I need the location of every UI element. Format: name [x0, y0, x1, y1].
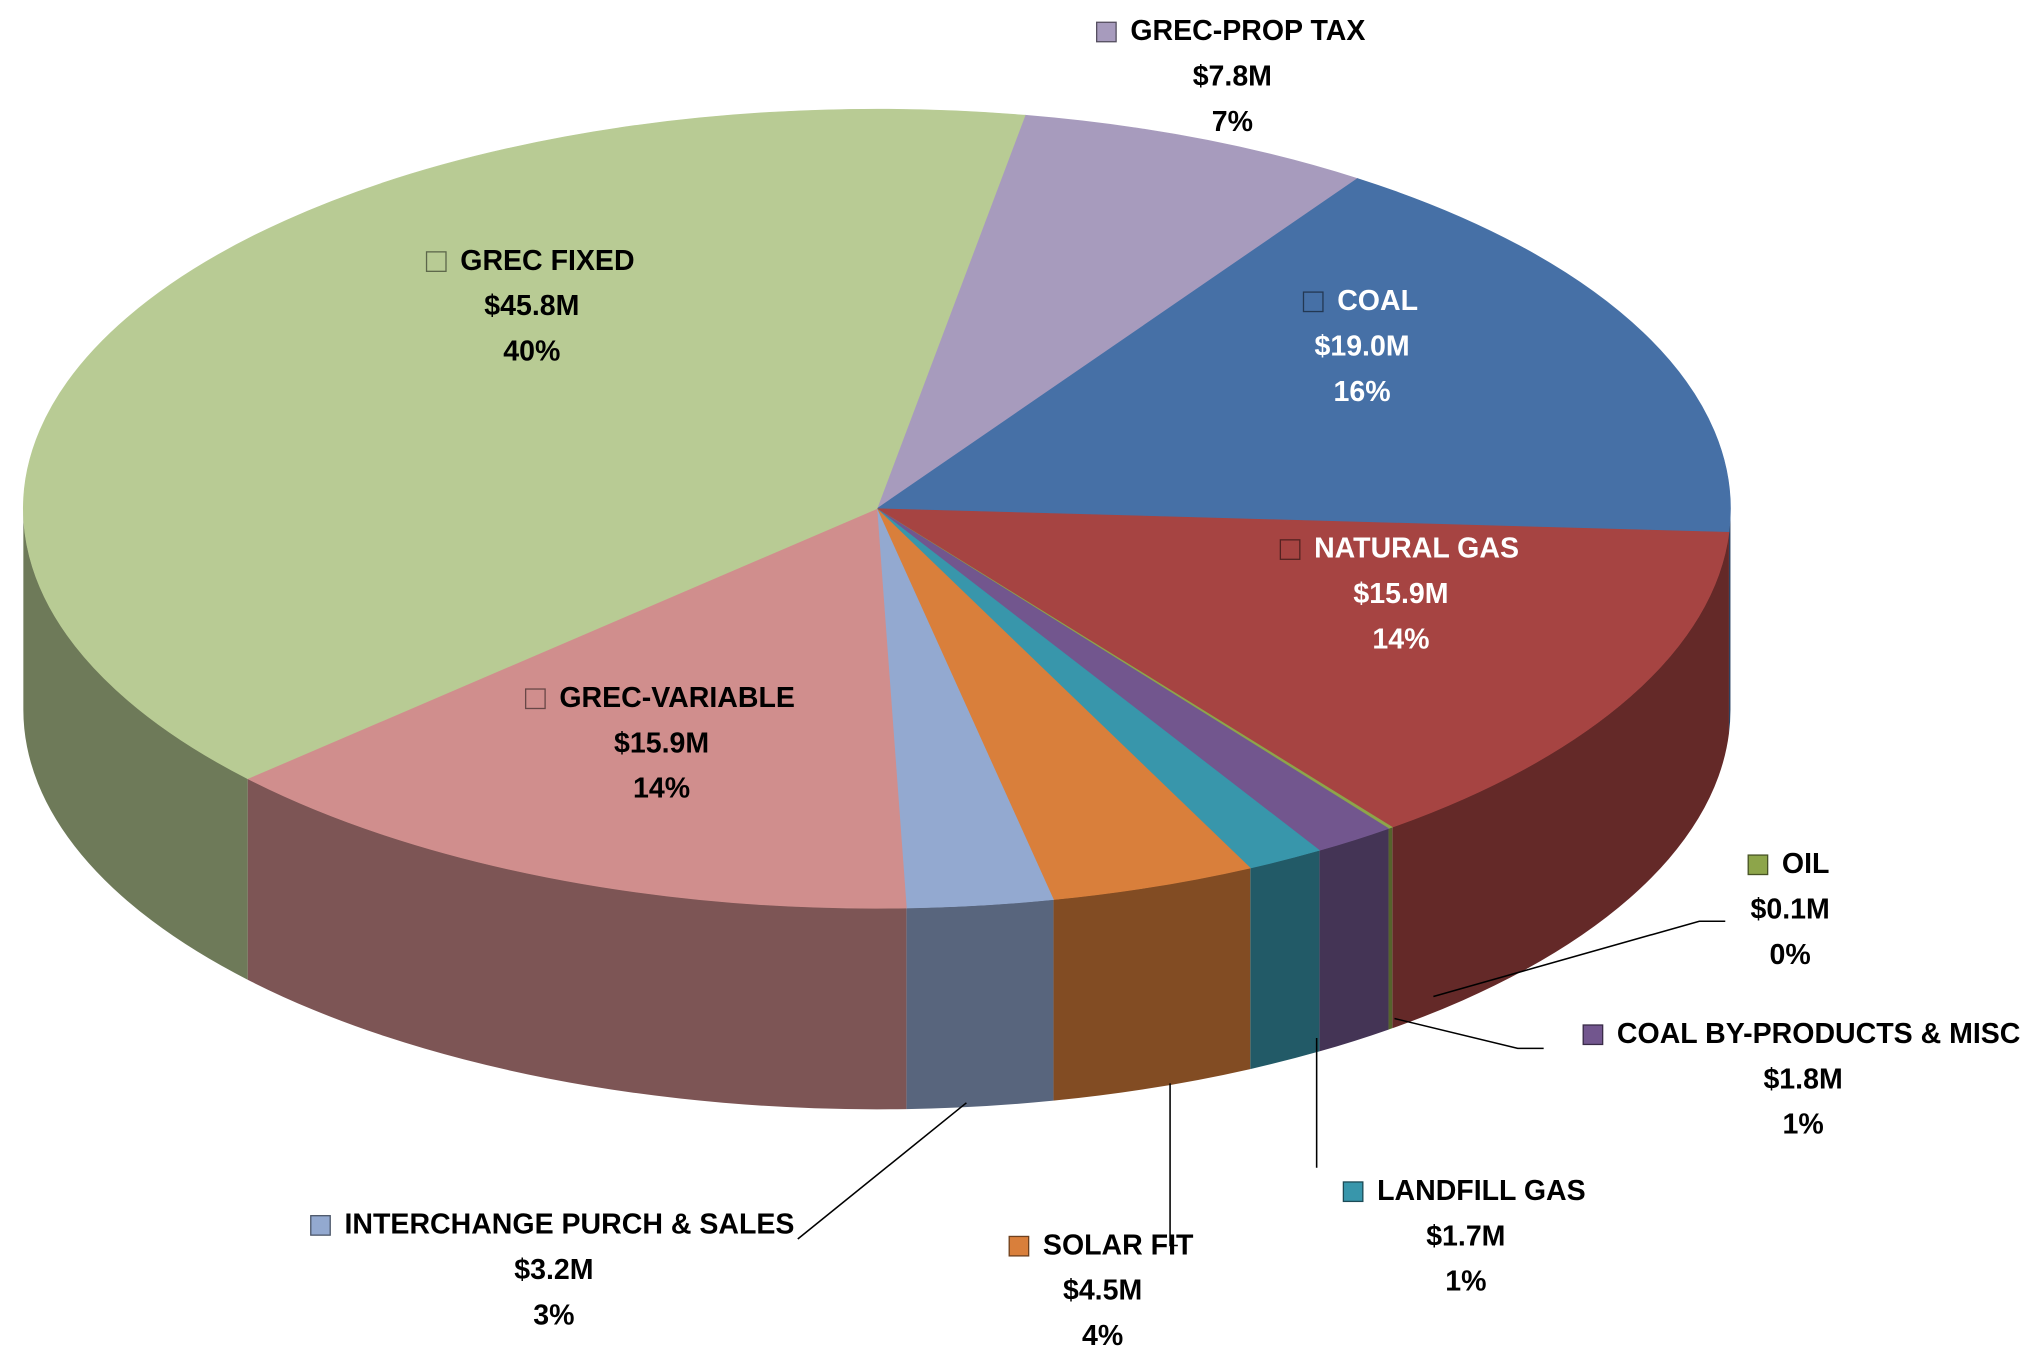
pie-side	[1392, 532, 1729, 1029]
leader-line	[1169, 1083, 1178, 1247]
pie-side	[1319, 828, 1389, 1052]
leader-line	[1433, 920, 1726, 998]
label-marker	[1096, 21, 1117, 43]
pie-slice	[246, 508, 907, 909]
value-label: $7.8M	[1193, 61, 1272, 93]
slice-label: GREC-VARIABLE	[559, 682, 795, 714]
label-marker	[1747, 854, 1769, 876]
percent-label: 4%	[1082, 1320, 1123, 1352]
value-label: $19.0M	[1314, 330, 1409, 362]
label-marker	[1279, 539, 1301, 560]
percent-label: 1%	[1445, 1266, 1486, 1298]
value-label: $0.1M	[1750, 893, 1829, 925]
slice-label: SOLAR FIT	[1043, 1229, 1194, 1261]
leader-line	[1394, 1017, 1544, 1050]
pie-side	[247, 778, 907, 1110]
slice-label: COAL	[1337, 285, 1418, 317]
slice-label: NATURAL GAS	[1314, 533, 1519, 565]
label-marker	[425, 251, 447, 272]
label-marker	[1008, 1235, 1030, 1257]
pie-slice	[875, 508, 1730, 828]
percent-label: 14%	[1372, 624, 1429, 656]
value-label: $15.9M	[614, 727, 709, 759]
pie-side	[1250, 850, 1320, 1070]
slice-label: OIL	[1782, 848, 1830, 880]
label-marker	[310, 1215, 331, 1236]
percent-label: 40%	[503, 336, 560, 368]
pie-side	[1728, 508, 1731, 734]
leader-line	[797, 1102, 967, 1240]
percent-label: 7%	[1212, 106, 1253, 138]
value-label: $1.8M	[1763, 1063, 1842, 1095]
label-marker	[524, 688, 546, 710]
pie-slice	[876, 114, 1359, 510]
pie-side	[1053, 868, 1251, 1101]
value-label: $4.5M	[1063, 1275, 1142, 1307]
percent-label: 14%	[633, 773, 690, 805]
slice-label: GREC-PROP TAX	[1130, 15, 1365, 47]
pie-slice	[875, 178, 1731, 533]
value-label: $45.8M	[484, 290, 579, 322]
slice-label: COAL BY-PRODUCTS & MISC	[1617, 1018, 2020, 1050]
pie-side	[906, 899, 1054, 1110]
value-label: $1.7M	[1426, 1220, 1505, 1252]
percent-label: 1%	[1782, 1109, 1823, 1141]
slice-label: INTERCHANGE PURCH & SALES	[344, 1209, 794, 1241]
pie-slice	[23, 108, 1026, 780]
pie-slice	[876, 508, 1251, 900]
percent-label: 3%	[533, 1299, 574, 1331]
value-label: $3.2M	[514, 1254, 593, 1286]
slice-label: GREC FIXED	[460, 245, 634, 277]
value-label: $15.9M	[1353, 578, 1448, 610]
percent-label: 16%	[1334, 376, 1391, 408]
label-marker	[1582, 1024, 1604, 1046]
label-marker	[1342, 1181, 1364, 1203]
pie-side	[23, 508, 248, 980]
label-marker	[1302, 291, 1324, 313]
percent-label: 0%	[1770, 939, 1811, 971]
pie-side	[1388, 827, 1393, 1030]
slice-label: LANDFILL GAS	[1377, 1175, 1586, 1207]
